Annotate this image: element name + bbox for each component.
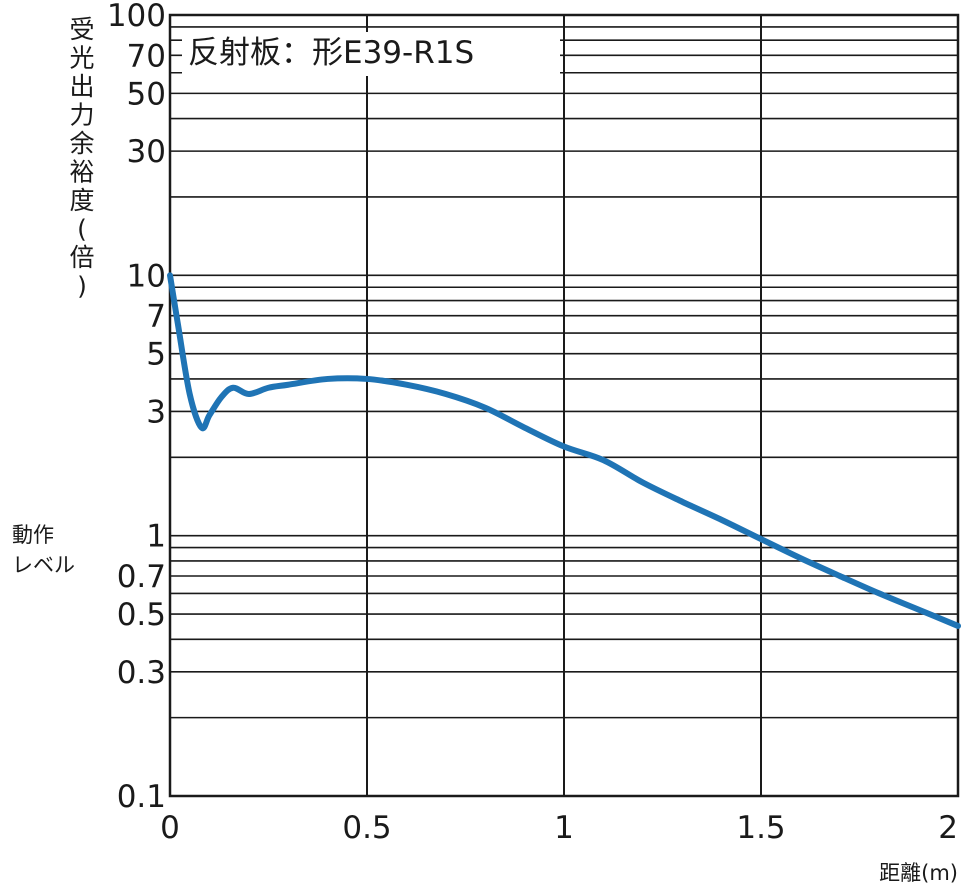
- title-background: [182, 32, 560, 76]
- y-tick-label: 30: [127, 134, 166, 170]
- chart-title: 反射板：形E39-R1S: [188, 35, 474, 71]
- y-tick-label: 100: [107, 0, 166, 34]
- y-tick-label: 7: [146, 299, 166, 335]
- y-tick-label: 0.1: [117, 779, 166, 815]
- y-label-char: 光: [69, 44, 94, 73]
- plot-frame: [168, 13, 960, 798]
- y-label-char: 余: [69, 129, 94, 158]
- x-tick-label: 2: [938, 810, 958, 846]
- annotation-line: レベル: [12, 553, 75, 577]
- x-tick-label: 1: [554, 810, 574, 846]
- y-label-char: 力: [69, 101, 94, 130]
- x-tick-labels: 0 0.5 1 1.5 2: [160, 810, 958, 846]
- y-label-char: ): [77, 272, 87, 301]
- annotation-line: 動作: [12, 523, 54, 547]
- x-tick-label: 1.5: [736, 810, 785, 846]
- series-line: [167, 272, 961, 629]
- y-label-char: (: [77, 215, 87, 244]
- grid-layer: [170, 15, 958, 796]
- y-tick-label: 50: [127, 76, 166, 112]
- y-tick-label: 0.7: [117, 559, 166, 595]
- x-axis-label: 距離(m): [879, 861, 958, 885]
- y-tick-label: 1: [146, 519, 166, 555]
- y-tick-label: 3: [146, 394, 166, 430]
- series-layer: [167, 272, 961, 629]
- y-tick-label: 70: [127, 38, 166, 74]
- y-label-char: 度: [69, 186, 94, 215]
- axis-layer: [168, 13, 960, 798]
- y-tick-label: 0.3: [117, 655, 166, 691]
- y-tick-label: 0.5: [117, 597, 166, 633]
- y-tick-label: 10: [127, 258, 166, 294]
- x-tick-label: 0.5: [342, 810, 391, 846]
- y-label-char: 受: [69, 15, 94, 44]
- y-tick-label: 5: [146, 337, 166, 373]
- y-label-char: 裕: [69, 158, 94, 187]
- x-tick-label: 0: [160, 810, 180, 846]
- y-label-char: 倍: [69, 243, 94, 272]
- y-label-char: 出: [69, 72, 94, 101]
